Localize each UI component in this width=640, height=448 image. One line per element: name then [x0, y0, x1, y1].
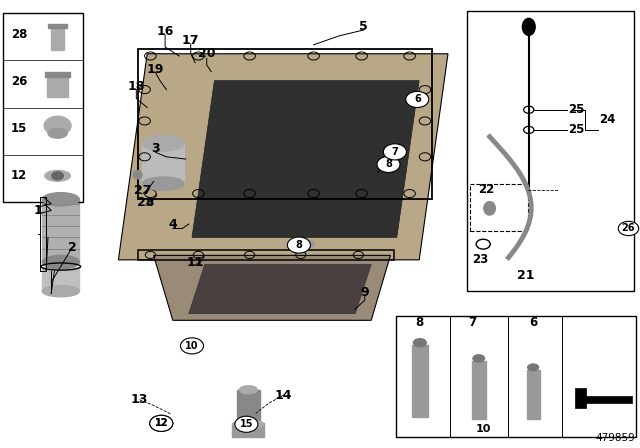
Text: 22: 22: [478, 183, 495, 196]
Bar: [42, 199, 79, 262]
Text: 21: 21: [516, 269, 534, 282]
Bar: [470, 184, 528, 231]
Text: 27: 27: [134, 184, 152, 197]
Bar: [237, 390, 260, 423]
Text: 479859: 479859: [596, 433, 636, 443]
Text: 8: 8: [296, 240, 302, 250]
Text: 8: 8: [385, 159, 392, 169]
Text: 13: 13: [131, 393, 148, 406]
Bar: [232, 423, 264, 437]
Text: 15: 15: [11, 122, 28, 135]
Text: 25: 25: [568, 103, 585, 116]
Ellipse shape: [42, 286, 79, 297]
Circle shape: [383, 144, 406, 160]
Bar: [467, 11, 634, 291]
Ellipse shape: [142, 177, 184, 190]
Text: 26: 26: [621, 224, 636, 233]
Text: 24: 24: [599, 113, 616, 126]
Ellipse shape: [239, 386, 257, 394]
Bar: [472, 361, 486, 419]
Text: 20: 20: [198, 47, 216, 60]
Text: 12: 12: [11, 169, 27, 182]
Text: 9: 9: [360, 285, 369, 299]
Text: 6: 6: [414, 95, 420, 104]
Circle shape: [406, 91, 429, 108]
Polygon shape: [575, 388, 632, 408]
Text: 26: 26: [11, 75, 28, 88]
Circle shape: [52, 172, 63, 180]
Text: 14: 14: [275, 388, 292, 402]
Text: 7: 7: [468, 316, 476, 329]
Text: 17: 17: [182, 34, 200, 47]
Text: 28: 28: [137, 196, 155, 209]
Text: 28: 28: [11, 28, 28, 41]
Bar: [138, 250, 394, 260]
Circle shape: [180, 338, 204, 354]
Text: 23: 23: [472, 253, 488, 266]
Text: 16: 16: [156, 25, 174, 38]
Bar: [51, 26, 64, 51]
Circle shape: [618, 221, 639, 236]
Ellipse shape: [45, 171, 70, 181]
Circle shape: [287, 237, 310, 253]
Bar: [143, 143, 184, 184]
Text: 8: 8: [416, 316, 424, 329]
Bar: [47, 75, 68, 98]
Circle shape: [150, 415, 173, 431]
Text: 25: 25: [568, 123, 585, 137]
Text: 4: 4: [168, 218, 177, 232]
Text: 7: 7: [392, 147, 398, 157]
Ellipse shape: [42, 255, 79, 269]
Text: 3: 3: [151, 142, 160, 155]
Bar: [3, 13, 83, 202]
Polygon shape: [118, 54, 448, 260]
Text: 15: 15: [239, 419, 253, 429]
Text: 11: 11: [186, 255, 204, 269]
Ellipse shape: [233, 420, 264, 429]
Ellipse shape: [133, 171, 142, 179]
Ellipse shape: [484, 202, 495, 215]
Circle shape: [377, 156, 400, 172]
Ellipse shape: [527, 364, 539, 371]
Circle shape: [150, 415, 173, 431]
Polygon shape: [192, 81, 419, 237]
Bar: [48, 23, 67, 28]
Bar: [412, 345, 428, 417]
Bar: [396, 316, 636, 437]
Bar: [138, 49, 432, 199]
Text: 12: 12: [154, 418, 168, 428]
Circle shape: [235, 416, 258, 432]
Ellipse shape: [413, 339, 426, 347]
Ellipse shape: [307, 241, 314, 247]
Text: 10: 10: [185, 341, 199, 351]
Ellipse shape: [473, 355, 484, 362]
Bar: [527, 370, 540, 419]
Polygon shape: [154, 255, 390, 320]
Text: 1: 1: [34, 204, 43, 217]
Text: 19: 19: [147, 63, 164, 76]
Polygon shape: [189, 264, 371, 314]
Text: 6: 6: [529, 316, 537, 329]
Ellipse shape: [142, 135, 184, 151]
Text: 2: 2: [68, 241, 77, 254]
Text: 12: 12: [154, 418, 168, 428]
Ellipse shape: [522, 18, 535, 35]
Bar: [42, 267, 79, 291]
Text: 10: 10: [476, 424, 492, 434]
Ellipse shape: [42, 193, 79, 206]
Text: 18: 18: [127, 79, 145, 93]
Ellipse shape: [48, 128, 67, 138]
Text: 5: 5: [359, 20, 368, 34]
Bar: [45, 72, 70, 77]
Ellipse shape: [44, 116, 71, 135]
